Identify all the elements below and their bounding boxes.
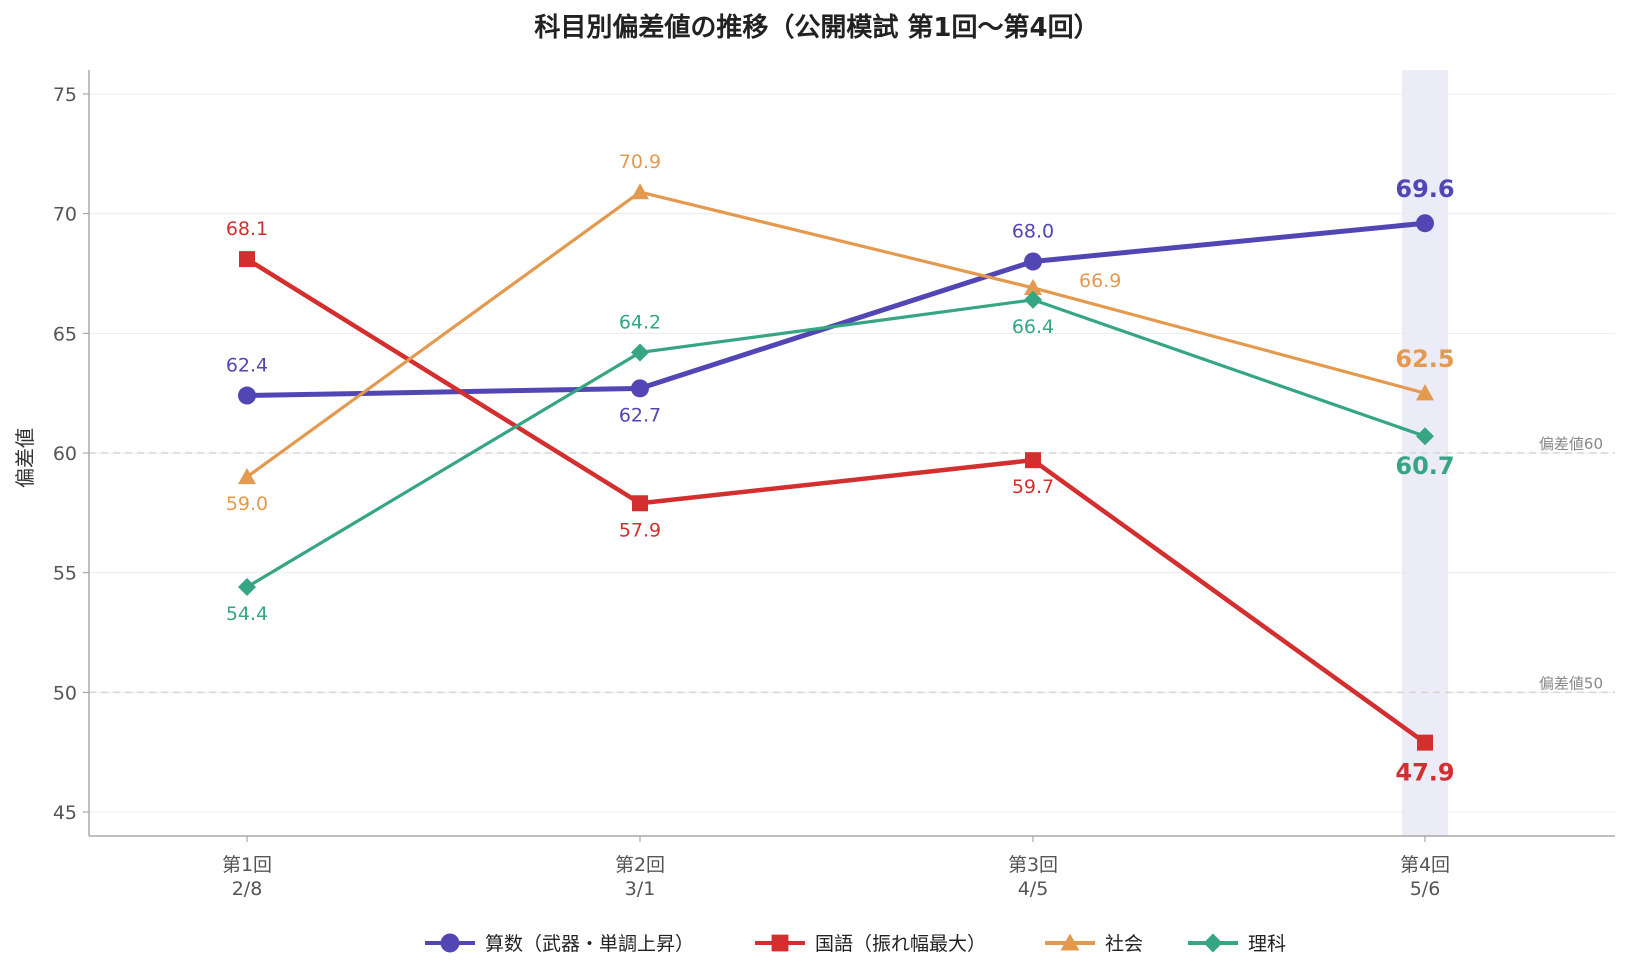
series-line — [244, 256, 1428, 745]
marker-triangle — [631, 183, 649, 200]
series-line — [245, 190, 1427, 479]
marker-diamond — [1416, 427, 1434, 446]
x-tick-label: 3/1 — [625, 878, 656, 900]
series-1: 62.4 62.7 68.0 69.6 — [226, 175, 1455, 426]
legend-label: 算数（武器・単調上昇） — [485, 933, 694, 955]
y-tick-labels: 45 50 55 60 65 70 75 — [53, 84, 77, 824]
legend-item-4: 理科 — [1188, 933, 1286, 955]
x-tick-label: 第4回 — [1400, 854, 1450, 876]
y-tick-label: 75 — [53, 84, 77, 106]
y-tick-label: 45 — [53, 802, 77, 824]
marker-square — [632, 495, 648, 512]
data-label: 69.6 — [1395, 175, 1454, 203]
data-label: 66.9 — [1079, 270, 1121, 292]
marker-diamond — [1024, 290, 1042, 309]
data-label: 66.4 — [1012, 316, 1054, 338]
data-label: 59.7 — [1012, 476, 1054, 498]
marker-circle — [440, 933, 460, 953]
data-label: 59.0 — [226, 493, 268, 515]
marker-triangle — [238, 467, 256, 485]
marker-diamond — [631, 343, 649, 362]
series-line — [245, 298, 1427, 589]
series-2: 68.1 57.9 59.7 47.9 — [226, 218, 1455, 787]
x-tick-label: 第1回 — [222, 854, 272, 876]
y-axis-label: 偏差値 — [13, 428, 37, 488]
x-tick-label: 2/8 — [232, 878, 263, 900]
x-tick-label: 4/5 — [1018, 878, 1049, 900]
data-label: 62.4 — [226, 355, 268, 377]
data-label: 64.2 — [619, 311, 661, 333]
x-tick-label: 第2回 — [615, 854, 665, 876]
data-label: 47.9 — [1395, 759, 1454, 787]
legend-label: 社会 — [1105, 933, 1143, 955]
data-label: 62.7 — [619, 404, 661, 426]
legend-label: 理科 — [1248, 933, 1286, 955]
marker-circle — [238, 386, 256, 405]
reference-line-label: 偏差値50 — [1539, 674, 1603, 692]
y-tick-label: 65 — [53, 323, 77, 345]
series-group: 62.4 62.7 68.0 69.6 68.1 57.9 59.7 47.9 59.0 70.9… — [226, 151, 1455, 787]
marker-square — [1417, 734, 1433, 751]
marker-square — [771, 934, 789, 952]
legend-item-3: 社会 — [1045, 933, 1143, 955]
series-4: 54.4 64.2 66.4 60.7 — [226, 290, 1455, 625]
axes — [83, 70, 1615, 842]
marker-square — [239, 251, 255, 268]
marker-circle — [1416, 214, 1434, 233]
y-tick-label: 50 — [53, 682, 77, 704]
series-3: 59.0 70.9 66.9 62.5 — [226, 151, 1455, 515]
legend: 算数（武器・単調上昇） 国語（振れ幅最大） 社会 理科 — [425, 933, 1286, 955]
marker-circle — [1024, 252, 1042, 271]
reference-lines: 偏差値60 偏差値50 — [89, 435, 1615, 694]
data-label: 54.4 — [226, 603, 268, 625]
legend-item-2: 国語（振れ幅最大） — [755, 933, 986, 955]
x-tick-label: 5/6 — [1410, 878, 1441, 900]
legend-label: 国語（振れ幅最大） — [815, 933, 986, 955]
marker-triangle — [1416, 384, 1434, 401]
data-label: 60.7 — [1395, 452, 1454, 480]
marker-diamond — [1203, 933, 1223, 953]
data-label: 62.5 — [1395, 345, 1454, 373]
marker-diamond — [238, 578, 256, 597]
x-tick-label: 第3回 — [1008, 854, 1058, 876]
y-tick-label: 55 — [53, 563, 77, 585]
data-label: 57.9 — [619, 519, 661, 541]
data-label: 68.0 — [1012, 221, 1054, 243]
legend-item-1: 算数（武器・単調上昇） — [425, 933, 694, 955]
data-label: 68.1 — [226, 218, 268, 240]
y-tick-label: 60 — [53, 443, 77, 465]
marker-triangle — [1060, 933, 1080, 951]
marker-circle — [631, 379, 649, 398]
reference-line-label: 偏差値60 — [1539, 435, 1603, 453]
y-tick-label: 70 — [53, 204, 77, 226]
data-label: 70.9 — [619, 151, 661, 173]
chart-title: 科目別偏差値の推移（公開模試 第1回〜第4回） — [534, 12, 1099, 43]
marker-square — [1025, 452, 1041, 469]
marker-triangle — [1024, 278, 1042, 296]
